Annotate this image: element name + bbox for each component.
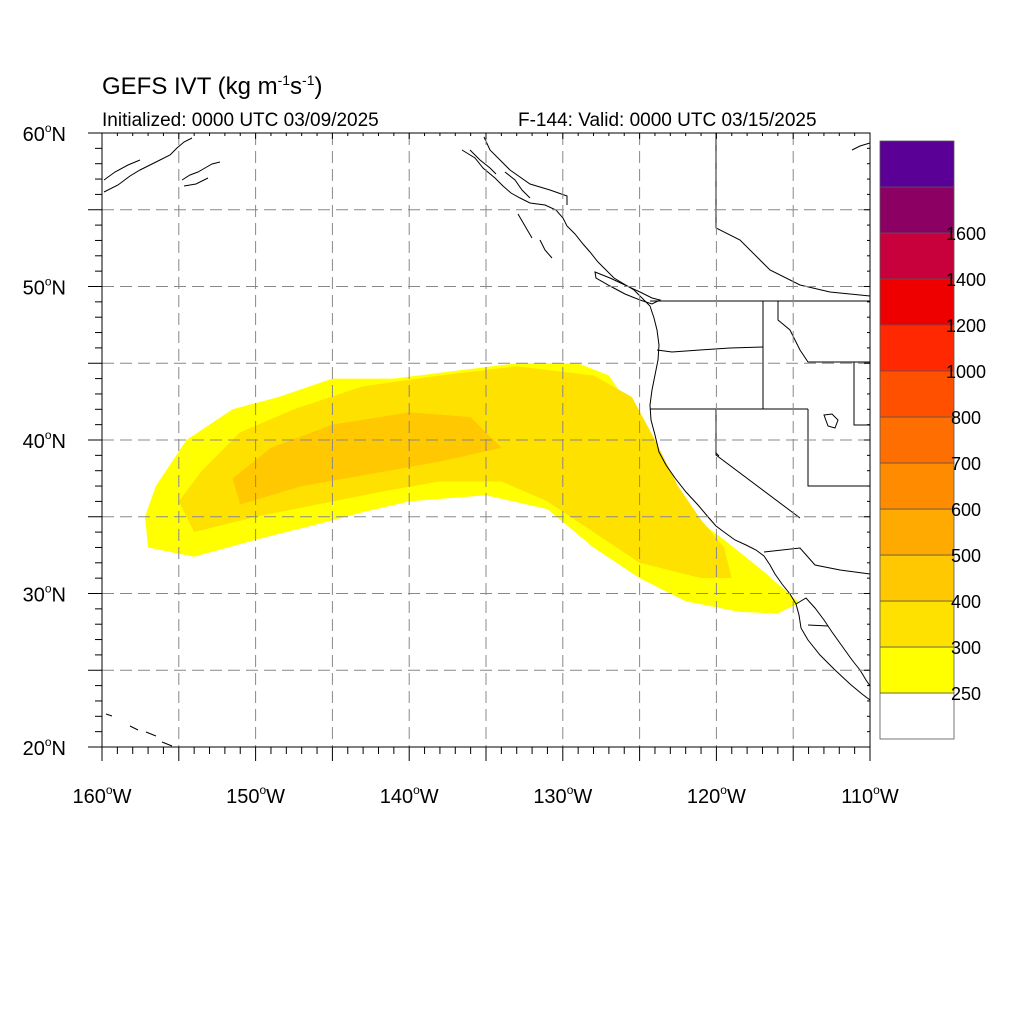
colorbar-label: 1200	[946, 316, 986, 336]
coastline-right-top	[851, 142, 870, 151]
colorbar-swatch	[879, 186, 955, 234]
lakes	[715, 413, 839, 457]
colorbar-swatch	[879, 370, 955, 418]
ivt-region-300-400	[178, 366, 732, 579]
lat-label: 40oN	[23, 428, 66, 453]
colorbar-label: 1400	[946, 270, 986, 290]
colorbar: 250 300 400 500 600 700 800 1000 1200 1400 1600	[879, 140, 986, 740]
ivt-region-400-500	[232, 412, 502, 505]
colorbar-swatch	[879, 508, 955, 556]
colorbar-swatch	[879, 646, 955, 694]
colorbar-label: 800	[951, 408, 981, 428]
colorbar-label: 300	[951, 638, 981, 658]
great-salt-lake-icon	[823, 413, 839, 429]
colorbar-swatch	[879, 278, 955, 326]
colorbar-swatch	[879, 416, 955, 464]
coastline-north-america	[461, 149, 870, 701]
border-alaska-canada	[483, 136, 568, 205]
lat-label: 50oN	[23, 275, 66, 300]
lon-label: 140oW	[380, 783, 439, 808]
lat-label: 60oN	[23, 121, 66, 146]
border-california-nevada	[715, 409, 801, 519]
colorbar-swatch	[879, 232, 955, 280]
coastline-alaska-west	[103, 137, 193, 193]
coastline-alaska-islands	[181, 161, 221, 187]
colorbar-label: 600	[951, 500, 981, 520]
colorbar-swatch	[879, 692, 955, 740]
colorbar-label: 250	[951, 684, 981, 704]
colorbar-label: 1000	[946, 362, 986, 382]
coastline-hawaii-islands	[105, 713, 173, 747]
map-title: GEFS IVT (kg m-1s-1)	[102, 72, 323, 100]
colorbar-label: 700	[951, 454, 981, 474]
border-us-mexico	[763, 547, 870, 575]
lon-label: 130oW	[533, 783, 592, 808]
colorbar-swatch	[879, 462, 955, 510]
longitude-labels: 160oW 150oW 140oW 130oW 120oW 110oW	[73, 783, 899, 808]
colorbar-swatch	[879, 554, 955, 602]
axis-ticks	[88, 132, 871, 761]
coastline-gulf-of-california	[795, 597, 870, 687]
border-baja	[807, 624, 829, 627]
political-borders	[483, 133, 870, 627]
colorbar-label: 500	[951, 546, 981, 566]
lat-label: 20oN	[23, 735, 66, 760]
valid-time-label: F-144: Valid: 0000 UTC 03/15/2025	[518, 110, 817, 131]
graticule	[102, 133, 870, 747]
coastlines	[103, 137, 870, 747]
lon-label: 150oW	[226, 783, 285, 808]
lake-tahoe-icon	[715, 452, 720, 457]
lon-label: 120oW	[687, 783, 746, 808]
ivt-shading	[145, 363, 800, 614]
latitude-labels: 20oN 30oN 40oN 50oN 60oN	[23, 121, 66, 760]
lat-label: 30oN	[23, 582, 66, 607]
border-wyoming	[853, 361, 870, 426]
colorbar-swatch	[879, 324, 955, 372]
border-idaho-montana	[777, 301, 854, 363]
colorbar-swatch	[879, 600, 955, 648]
lon-label: 110oW	[841, 783, 899, 808]
map-frame	[101, 132, 871, 748]
lon-label: 160oW	[73, 783, 132, 808]
coastline-alaska-panhandle	[469, 149, 553, 259]
border-nevada-utah	[807, 409, 870, 487]
colorbar-swatch	[879, 140, 955, 188]
border-washington-oregon	[656, 346, 764, 353]
initialized-label: Initialized: 0000 UTC 03/09/2025	[102, 110, 379, 131]
coastline-vancouver-island	[594, 271, 662, 305]
colorbar-label: 400	[951, 592, 981, 612]
colorbar-label: 1600	[946, 224, 986, 244]
